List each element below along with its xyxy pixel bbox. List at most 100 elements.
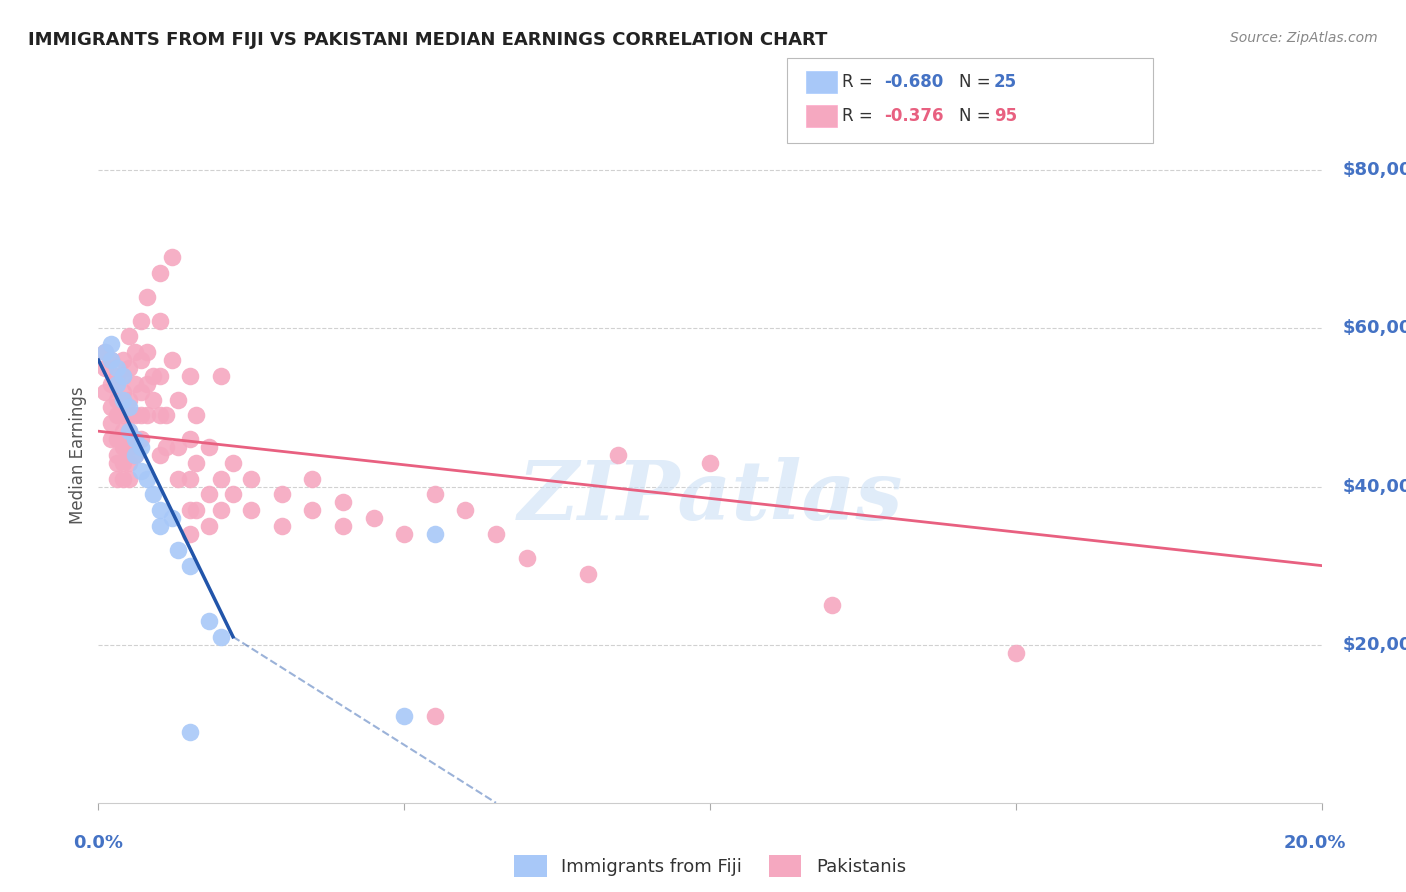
Point xyxy=(105,409,128,423)
Point xyxy=(129,432,152,446)
Point xyxy=(222,487,245,501)
Point xyxy=(197,614,219,628)
Point xyxy=(118,456,141,470)
Point xyxy=(105,448,128,462)
Point xyxy=(209,368,232,383)
Point xyxy=(111,456,134,470)
Point xyxy=(118,401,141,415)
Point xyxy=(149,368,172,383)
Point xyxy=(105,472,128,486)
Point xyxy=(142,368,165,383)
Point xyxy=(179,558,201,573)
Point xyxy=(179,432,201,446)
Point xyxy=(167,542,190,557)
Point xyxy=(100,432,122,446)
Point xyxy=(454,503,477,517)
Point xyxy=(93,345,115,359)
Point xyxy=(136,409,159,423)
Point xyxy=(240,472,263,486)
Point xyxy=(301,503,323,517)
Point xyxy=(105,456,128,470)
Point xyxy=(332,495,354,509)
Text: R =: R = xyxy=(842,107,879,125)
Point xyxy=(93,361,115,376)
Point xyxy=(209,503,232,517)
Point xyxy=(270,519,292,533)
Point xyxy=(142,487,165,501)
Point xyxy=(607,448,630,462)
Point xyxy=(124,432,146,446)
Point xyxy=(155,409,177,423)
Point xyxy=(149,313,172,327)
Point xyxy=(186,456,208,470)
Point xyxy=(149,409,172,423)
Text: N =: N = xyxy=(959,107,995,125)
Point xyxy=(100,353,122,368)
Y-axis label: Median Earnings: Median Earnings xyxy=(69,386,87,524)
Point xyxy=(423,527,446,541)
Point xyxy=(179,472,201,486)
Point xyxy=(124,432,146,446)
Point xyxy=(111,368,134,383)
Point xyxy=(167,440,190,454)
Point xyxy=(179,368,201,383)
Point xyxy=(332,519,354,533)
Point xyxy=(179,503,201,517)
Point xyxy=(699,456,721,470)
Point xyxy=(111,440,134,454)
Text: R =: R = xyxy=(842,73,879,91)
Point xyxy=(179,724,201,739)
Point xyxy=(93,384,115,399)
Point xyxy=(124,448,146,462)
Point xyxy=(423,708,446,723)
Point xyxy=(149,448,172,462)
Point xyxy=(129,464,152,478)
Text: -0.680: -0.680 xyxy=(884,73,943,91)
Point xyxy=(100,337,122,351)
Point xyxy=(186,503,208,517)
Point xyxy=(270,487,292,501)
Point xyxy=(118,361,141,376)
Text: IMMIGRANTS FROM FIJI VS PAKISTANI MEDIAN EARNINGS CORRELATION CHART: IMMIGRANTS FROM FIJI VS PAKISTANI MEDIAN… xyxy=(28,31,828,49)
Text: -0.376: -0.376 xyxy=(884,107,943,125)
Point xyxy=(129,440,152,454)
Text: 0.0%: 0.0% xyxy=(73,834,124,852)
Point xyxy=(111,384,134,399)
Point xyxy=(118,329,141,343)
Text: ZIPatlas: ZIPatlas xyxy=(517,457,903,537)
Point xyxy=(118,440,141,454)
Point xyxy=(118,472,141,486)
Point xyxy=(124,448,146,462)
Point xyxy=(160,353,183,368)
Point xyxy=(100,401,122,415)
Point xyxy=(160,511,183,525)
Point xyxy=(136,290,159,304)
Point xyxy=(111,353,134,368)
Point xyxy=(129,313,152,327)
Point xyxy=(186,409,208,423)
Point xyxy=(111,392,134,407)
Text: 25: 25 xyxy=(994,73,1017,91)
Point xyxy=(576,566,599,581)
Point xyxy=(197,519,219,533)
Point xyxy=(149,519,172,533)
Point xyxy=(155,440,177,454)
Point xyxy=(149,503,172,517)
Legend: Immigrants from Fiji, Pakistanis: Immigrants from Fiji, Pakistanis xyxy=(506,847,914,884)
Point xyxy=(118,409,141,423)
Point xyxy=(301,472,323,486)
Point xyxy=(105,392,128,407)
Text: 95: 95 xyxy=(994,107,1017,125)
Point xyxy=(392,708,416,723)
Text: $40,000: $40,000 xyxy=(1343,477,1406,496)
Point xyxy=(222,456,245,470)
Point xyxy=(516,550,538,565)
Point xyxy=(1004,646,1026,660)
Point xyxy=(100,376,122,391)
Point xyxy=(240,503,263,517)
Point xyxy=(179,527,201,541)
Point xyxy=(142,392,165,407)
Point xyxy=(105,432,128,446)
Point xyxy=(100,353,122,368)
Point xyxy=(197,440,219,454)
